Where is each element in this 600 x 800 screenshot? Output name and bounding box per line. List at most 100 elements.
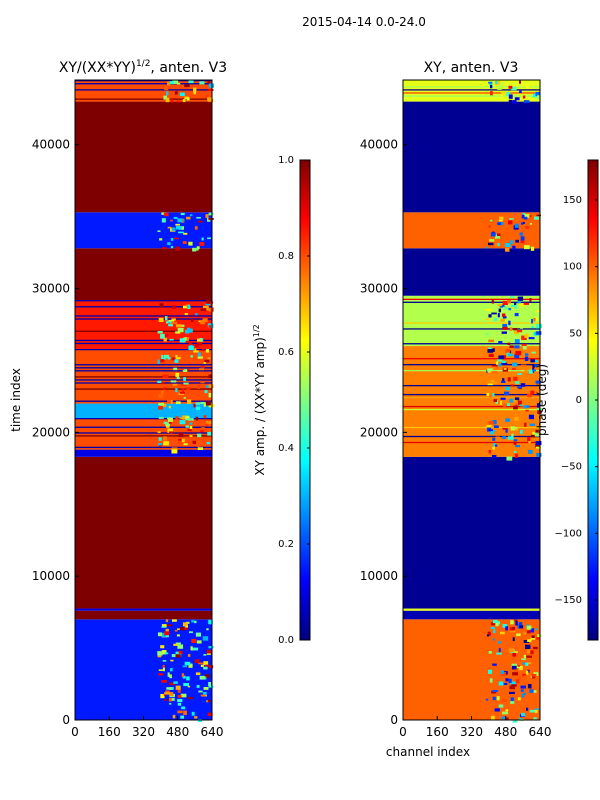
heat-cell bbox=[533, 93, 537, 98]
heat-cell bbox=[493, 399, 498, 402]
left-title-superscript: 1/2 bbox=[136, 59, 150, 69]
heat-cell bbox=[178, 650, 183, 654]
y-tick-label: 10000 bbox=[360, 569, 398, 583]
heat-cell bbox=[175, 388, 178, 393]
heat-cell bbox=[511, 86, 517, 91]
heat-cell bbox=[526, 655, 533, 658]
heat-cell bbox=[187, 418, 194, 421]
heat-cell bbox=[182, 305, 188, 309]
heat-cell bbox=[501, 331, 507, 334]
heat-cell bbox=[514, 619, 518, 622]
heat-cell bbox=[200, 430, 204, 433]
heat-cell bbox=[513, 331, 520, 335]
heat-cell bbox=[176, 82, 181, 85]
heat-cell bbox=[161, 624, 167, 628]
heat-cell bbox=[204, 371, 209, 374]
heat-stripe bbox=[403, 441, 540, 444]
heat-cell bbox=[192, 440, 196, 444]
heat-cell bbox=[528, 683, 532, 689]
heat-band bbox=[75, 619, 212, 720]
heat-stripe bbox=[75, 339, 212, 342]
heat-cell bbox=[488, 667, 494, 670]
heat-cell bbox=[510, 630, 516, 633]
heat-cell bbox=[171, 321, 178, 325]
heat-cell bbox=[167, 672, 170, 677]
heat-cell bbox=[184, 313, 188, 316]
heat-cell bbox=[503, 367, 507, 370]
heat-cell bbox=[506, 403, 510, 407]
heat-cell bbox=[509, 691, 515, 695]
heat-cell bbox=[492, 690, 499, 693]
heat-cell bbox=[197, 220, 203, 223]
heat-cell bbox=[199, 338, 202, 341]
heat-band bbox=[403, 456, 540, 609]
heat-cell bbox=[521, 343, 527, 346]
heat-cell bbox=[162, 246, 167, 250]
heat-cell bbox=[534, 708, 539, 711]
heat-cell bbox=[536, 452, 542, 457]
heat-cell bbox=[166, 399, 171, 404]
heat-stripe bbox=[75, 300, 212, 302]
heat-cell bbox=[169, 682, 175, 686]
heat-stripe bbox=[75, 400, 212, 402]
heat-cell bbox=[164, 631, 170, 636]
heat-cell bbox=[170, 659, 174, 662]
heat-cell bbox=[537, 95, 541, 100]
heat-cell bbox=[189, 422, 193, 425]
heat-cell bbox=[499, 94, 503, 97]
heat-cell bbox=[521, 222, 524, 225]
heat-cell bbox=[509, 685, 516, 690]
heat-cell bbox=[208, 682, 212, 687]
heat-cell bbox=[188, 346, 194, 351]
heat-cell bbox=[487, 242, 494, 246]
heat-cell bbox=[203, 361, 206, 364]
heat-cell bbox=[175, 355, 178, 357]
heat-cell bbox=[485, 698, 489, 701]
heat-cell bbox=[180, 626, 185, 631]
colorbar-tick-label: 0.6 bbox=[278, 347, 294, 358]
heat-cell bbox=[185, 416, 190, 419]
heat-cell bbox=[529, 223, 532, 225]
heat-cell bbox=[197, 433, 202, 438]
heat-cell bbox=[172, 714, 176, 719]
heat-cell bbox=[517, 665, 520, 667]
heat-stripe bbox=[75, 348, 212, 351]
heat-cell bbox=[186, 676, 190, 681]
heat-cell bbox=[168, 323, 173, 327]
colorbar-tick-label: 1.0 bbox=[278, 155, 294, 166]
heat-cell bbox=[537, 410, 542, 415]
heat-cell bbox=[514, 223, 519, 228]
heat-cell bbox=[535, 91, 540, 96]
heat-cell bbox=[490, 91, 493, 96]
heat-cell bbox=[202, 305, 209, 309]
heat-cell bbox=[188, 241, 193, 246]
heat-cell bbox=[520, 689, 524, 692]
x-tick-label: 320 bbox=[132, 725, 155, 739]
heat-cell bbox=[173, 681, 178, 684]
heat-cell bbox=[525, 707, 529, 711]
heat-cell bbox=[179, 420, 186, 425]
heat-cell bbox=[502, 326, 508, 330]
heat-cell bbox=[200, 427, 206, 430]
y-tick-label: 0 bbox=[62, 713, 70, 727]
heat-cell bbox=[537, 634, 542, 637]
heat-cell bbox=[157, 330, 163, 334]
heat-band bbox=[403, 619, 540, 720]
heat-cell bbox=[507, 342, 511, 346]
heat-cell bbox=[205, 664, 210, 667]
heat-cell bbox=[163, 337, 167, 342]
x-tick-label: 480 bbox=[166, 725, 189, 739]
heat-cell bbox=[176, 634, 180, 637]
heat-cell bbox=[513, 328, 518, 331]
heat-cell bbox=[203, 691, 207, 695]
heat-cell bbox=[519, 90, 522, 94]
heat-cell bbox=[497, 304, 503, 307]
heat-cell bbox=[512, 399, 517, 402]
y-tick-label: 20000 bbox=[360, 425, 398, 439]
heat-band bbox=[75, 608, 212, 611]
heat-cell bbox=[173, 216, 178, 219]
heat-cell bbox=[197, 352, 201, 357]
heat-cell bbox=[158, 406, 164, 410]
heat-cell bbox=[203, 654, 207, 656]
